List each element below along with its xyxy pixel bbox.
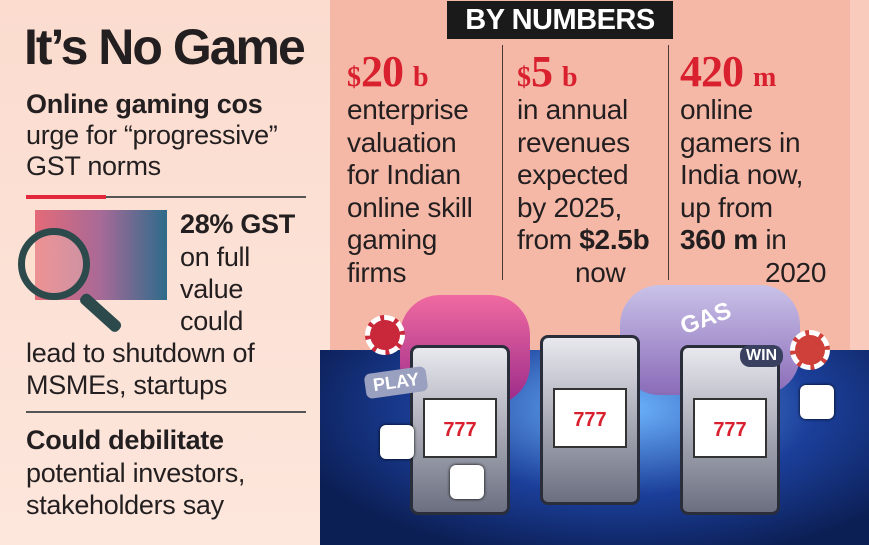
- poker-chip: [790, 330, 830, 370]
- stat-gamers: 420 m: [680, 48, 776, 102]
- point2-bold: Could debilitate: [26, 425, 224, 455]
- slot-reel: 777: [693, 398, 767, 458]
- stat-valuation: $20 b: [347, 48, 429, 102]
- point1-line: value: [180, 274, 244, 304]
- stat-gamers-desc: online gamers in India now, up from 360 m i…: [680, 94, 826, 289]
- slot-machine: 777: [540, 335, 640, 505]
- point1-line: on full: [180, 242, 250, 272]
- point2-line: stakeholders say: [26, 490, 224, 520]
- slot-machine: 777: [680, 345, 780, 515]
- stat-revenue: $5 b: [517, 48, 578, 102]
- desc-text: in: [757, 224, 787, 255]
- point1-line: MSMEs, startups: [26, 370, 228, 400]
- desc-line: gaming: [347, 224, 438, 255]
- stat-unit: m: [753, 62, 777, 93]
- headline: It’s No Game: [24, 19, 306, 75]
- divider: [26, 195, 306, 199]
- stat-number: 20: [361, 47, 404, 96]
- desc-line: online skill: [347, 191, 473, 223]
- dice: [380, 425, 414, 459]
- stat-valuation-desc: enterprise valuation for Indian online skil…: [347, 94, 473, 289]
- dice: [450, 465, 484, 499]
- desc-line: India now,: [680, 159, 804, 190]
- subtitle-line: GST norms: [26, 151, 161, 181]
- slot-reel: 777: [553, 388, 627, 448]
- point1-line: could: [180, 306, 244, 336]
- desc-line: in annual: [517, 94, 628, 125]
- currency-symbol: $: [347, 62, 361, 93]
- slot-reel: 777: [423, 398, 497, 458]
- desc-bold: $2.5b: [579, 224, 650, 255]
- currency-symbol: $: [517, 62, 531, 93]
- poker-chip: [365, 315, 405, 355]
- desc-line: from $2.5b: [517, 224, 650, 257]
- desc-line: now: [575, 256, 626, 288]
- dice: [800, 385, 834, 419]
- column-divider: [668, 45, 669, 280]
- point1-bold: 28% GST: [180, 209, 295, 239]
- slot-machine: 777: [410, 345, 510, 515]
- casino-illustration: 777 777 777 PLAY GAS WIN: [320, 285, 869, 545]
- desc-bold: 360 m: [680, 224, 758, 255]
- desc-line: revenues: [517, 126, 630, 158]
- subtitle-bold: Online gaming cos: [26, 89, 263, 119]
- by-numbers-header: BY NUMBERS: [447, 1, 673, 39]
- stat-revenue-desc: in annual revenues expected by 2025, from $…: [517, 94, 650, 289]
- win-sign: WIN: [740, 345, 784, 367]
- divider: [26, 411, 306, 413]
- desc-line: for Indian: [347, 159, 461, 190]
- desc-line: firms: [347, 256, 407, 288]
- stat-number: 420: [680, 47, 744, 96]
- desc-line: online: [680, 94, 753, 125]
- desc-line: by 2025,: [517, 191, 623, 223]
- desc-line: gamers in: [680, 126, 801, 158]
- subtitle-line: urge for “progressive”: [26, 120, 278, 150]
- desc-line: 360 m in: [680, 224, 826, 257]
- desc-line: 2020: [765, 256, 827, 288]
- desc-line: enterprise: [347, 94, 469, 125]
- desc-text: from: [517, 224, 580, 255]
- point2-line: potential investors,: [26, 458, 246, 488]
- stat-unit: b: [562, 62, 578, 93]
- stat-unit: b: [413, 62, 429, 93]
- point1-line: lead to shutdown of: [26, 338, 255, 368]
- desc-line: up from: [680, 191, 773, 223]
- desc-line: expected: [517, 159, 629, 190]
- column-divider: [502, 45, 503, 280]
- magnifier-icon: [18, 228, 90, 300]
- stat-number: 5: [531, 47, 553, 96]
- desc-line: valuation: [347, 126, 457, 158]
